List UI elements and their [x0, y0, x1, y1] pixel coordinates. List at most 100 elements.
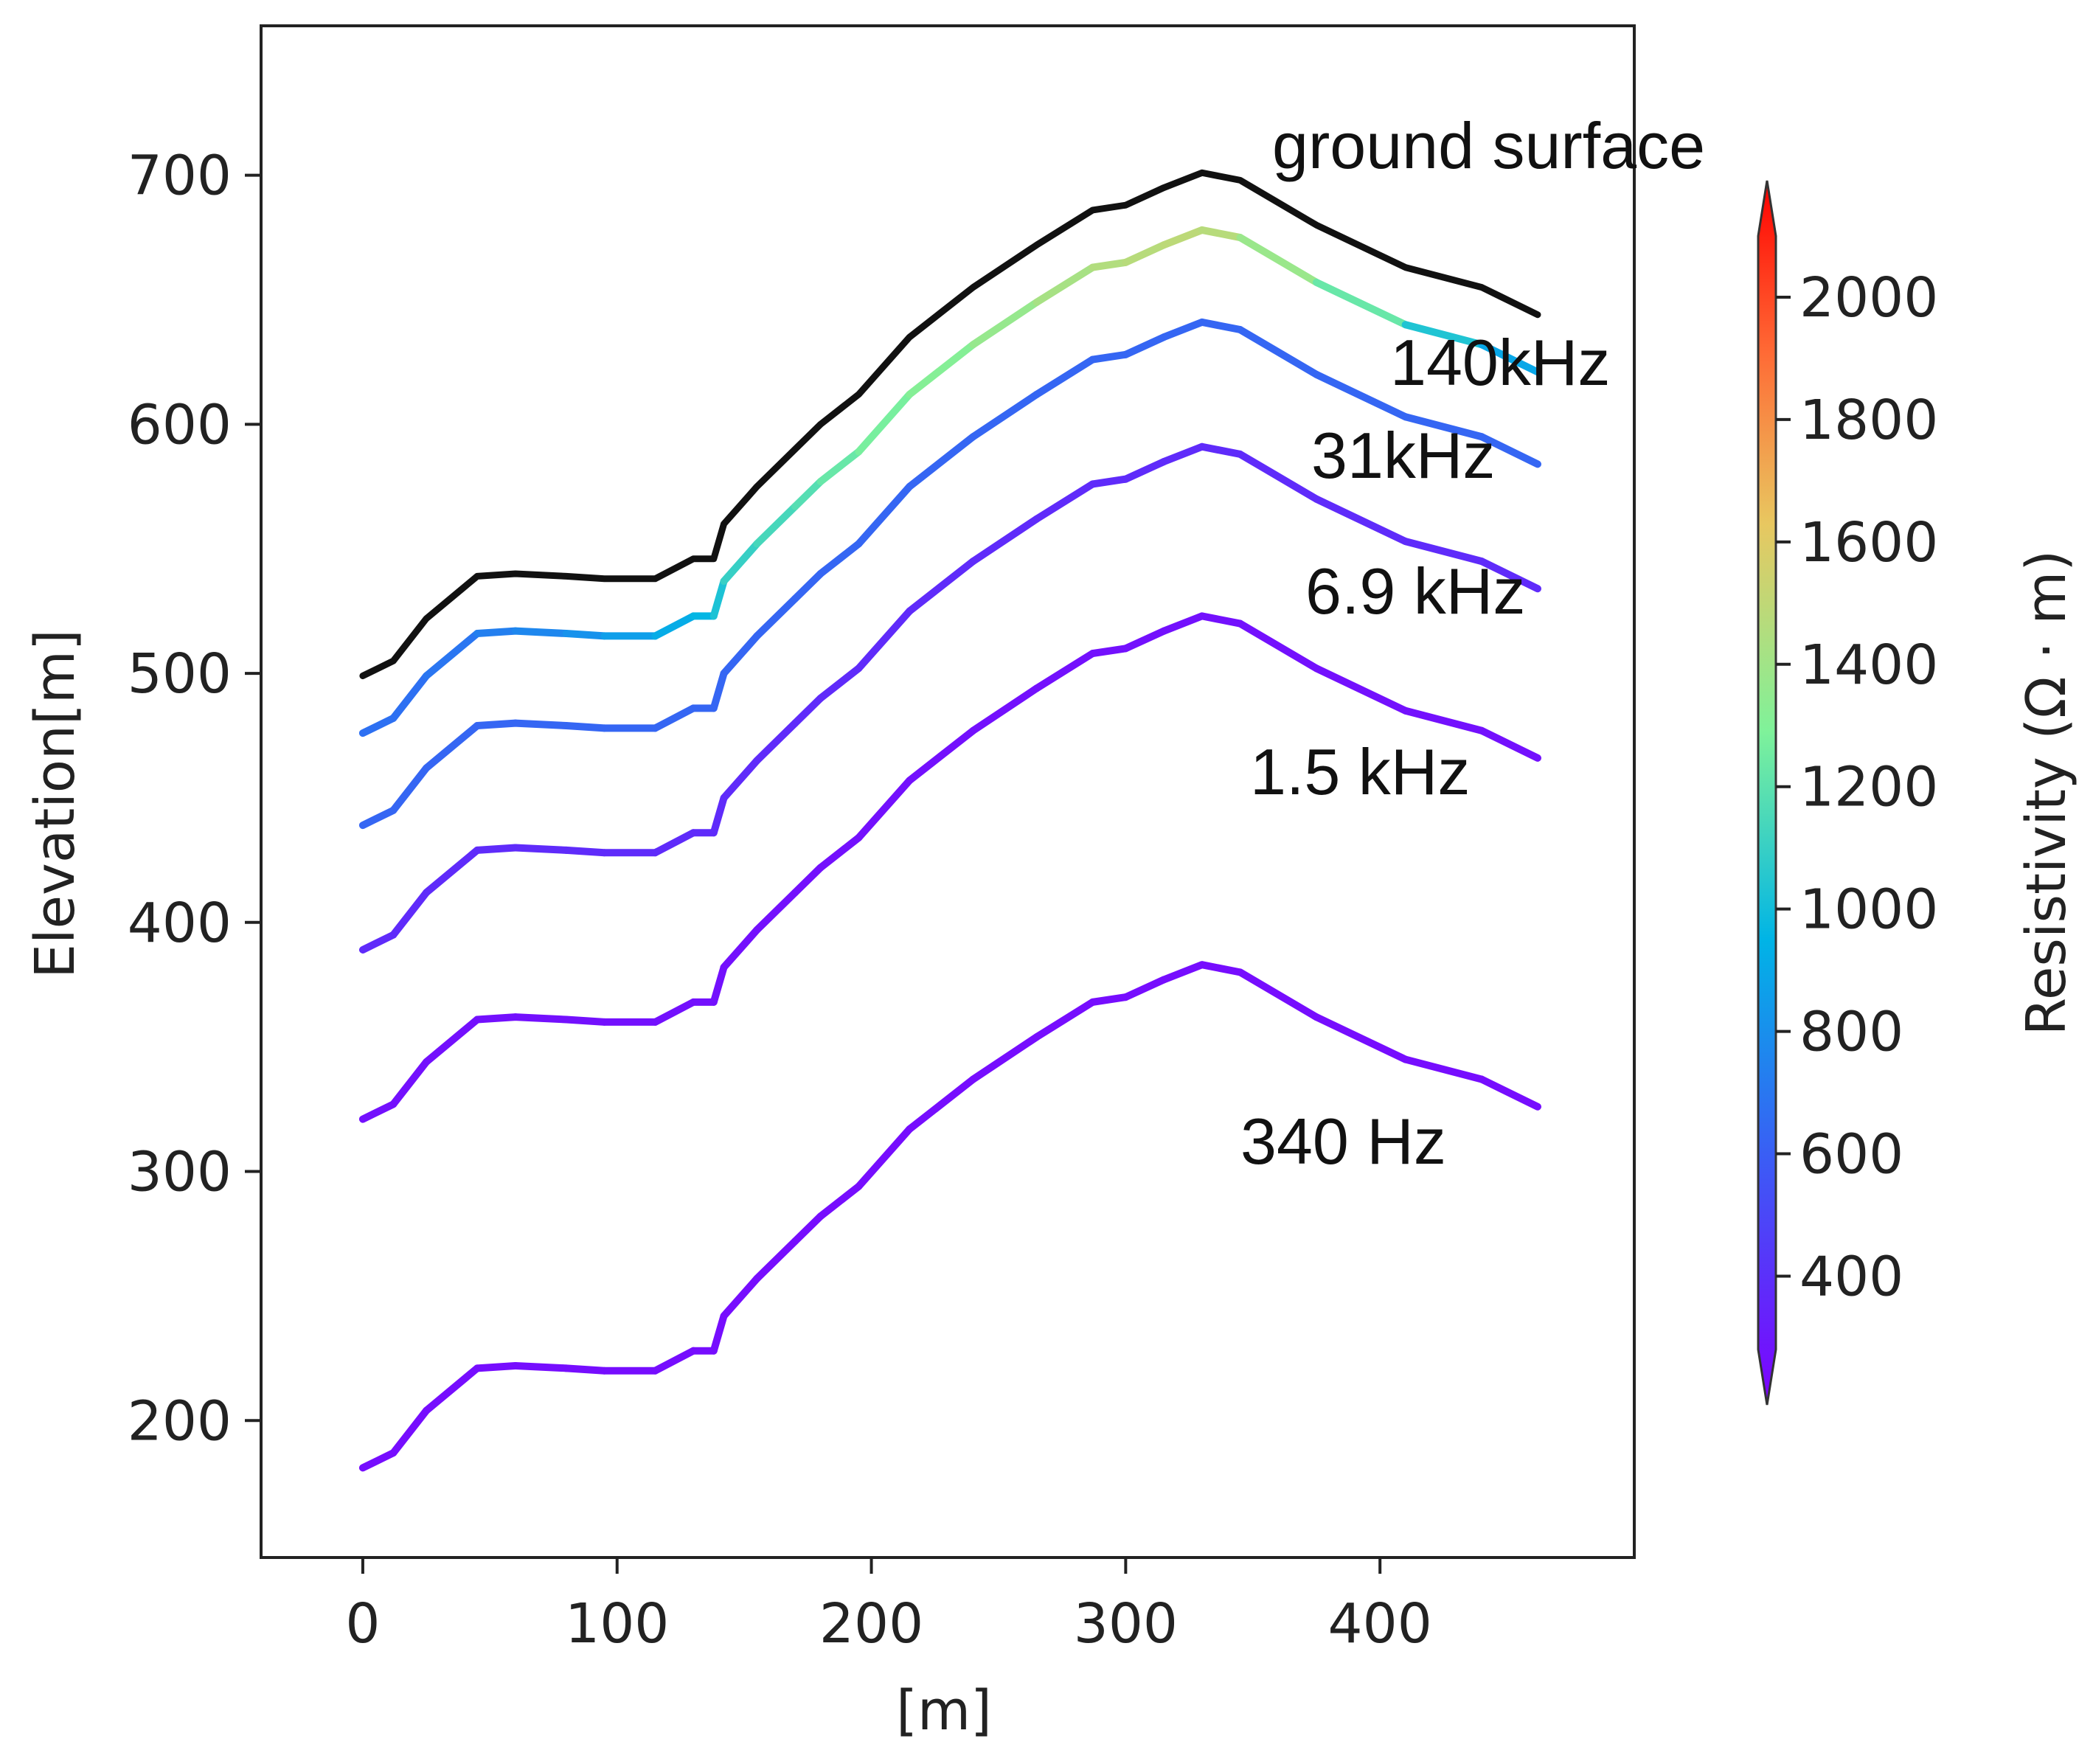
series-segment: [969, 515, 1041, 566]
series-segment: [562, 1364, 608, 1375]
series-segment: [1032, 355, 1097, 398]
series-segment: [1032, 650, 1097, 692]
series-segment: [791, 864, 825, 897]
series-segment: [969, 390, 1041, 441]
y-tick-label-700: 700: [128, 145, 232, 208]
label-ground-surface: ground surface: [1272, 109, 1705, 182]
series-segment: [709, 963, 728, 1006]
y-tick-label-500: 500: [128, 642, 232, 706]
series-1-5-khz: [358, 612, 1541, 1123]
series-segment: [1312, 1013, 1409, 1063]
series-segment: [562, 630, 608, 640]
series-segment: [1236, 619, 1320, 673]
series-segment: [651, 998, 698, 1026]
label-140khz: 140kHz: [1390, 326, 1610, 399]
series-segment: [855, 1125, 914, 1190]
series-segment: [855, 482, 914, 548]
series-segment: [1032, 480, 1097, 523]
plot-frame: [260, 24, 1636, 1559]
y-tick-label-400: 400: [128, 892, 232, 955]
series-segment: [969, 1033, 1041, 1083]
y-tick-label-600: 600: [128, 393, 232, 456]
series-segment: [720, 1274, 761, 1320]
series-segment: [1032, 998, 1097, 1041]
series-segment: [791, 694, 825, 727]
series-segment: [1160, 612, 1206, 635]
series-segment: [1401, 706, 1486, 735]
colorbar-ticks: 400 600 800 1000 1200 1400 1600 1800 2000: [1776, 266, 1938, 1308]
series-140khz: [358, 226, 1541, 737]
y-axis: 200 300 400 500 600 700: [128, 145, 261, 1453]
series-segment: [1160, 318, 1206, 341]
series-segment: [1198, 961, 1244, 976]
label-31khz: 31kHz: [1311, 419, 1495, 492]
series-segment: [358, 1100, 398, 1123]
series-segment: [473, 719, 519, 730]
series-segment: [1401, 413, 1486, 441]
series-segment: [1478, 341, 1541, 376]
series-segment: [969, 298, 1041, 349]
ground-surface-line: [359, 169, 1541, 679]
series-segment: [1478, 558, 1541, 593]
series-segment: [358, 714, 398, 737]
series-segment: [906, 1075, 977, 1133]
series-segment: [1122, 627, 1168, 653]
series-segment: [389, 1406, 431, 1457]
series-segment: [1122, 241, 1168, 266]
series-segment: [1236, 450, 1320, 503]
series-segment: [1312, 664, 1409, 715]
series-340-hz: [358, 961, 1541, 1472]
series-segment: [423, 630, 482, 680]
series-segment: [423, 1364, 482, 1414]
series-segment: [389, 672, 431, 722]
series-segment: [511, 1013, 570, 1024]
series-segment: [1089, 645, 1130, 658]
series-segment: [753, 502, 799, 548]
series-segment: [562, 1015, 608, 1026]
series-segment: [753, 1237, 799, 1282]
series-segment: [720, 757, 761, 802]
series-segment: [1160, 442, 1206, 466]
series-segment: [1236, 968, 1320, 1021]
series-segment: [906, 726, 977, 785]
series-segment: [1089, 258, 1130, 271]
series-segment: [855, 777, 914, 841]
series-segment: [791, 1212, 825, 1246]
series-segment: [1160, 226, 1206, 249]
colorbar-tick-label-1600: 1600: [1799, 511, 1938, 574]
series-segment: [969, 684, 1041, 735]
series-segment: [753, 594, 799, 640]
series-segment: [816, 833, 863, 872]
series-segment: [1198, 226, 1244, 242]
series-segment: [1236, 326, 1320, 378]
y-axis-title: Elevation[m]: [24, 629, 87, 979]
series-segment: [651, 704, 698, 732]
series-segment: [1478, 433, 1541, 468]
x-tick-label-100: 100: [565, 1592, 669, 1656]
series-segment: [389, 764, 431, 814]
series-segment: [358, 931, 398, 954]
x-axis: 0 100 200 300 400: [345, 1558, 1432, 1656]
series-segment: [511, 719, 570, 730]
series-segment: [473, 844, 519, 854]
series-segment: [709, 670, 728, 712]
colorbar-tick-label-1200: 1200: [1799, 756, 1938, 819]
series-segment: [720, 632, 761, 678]
y-tick-label-300: 300: [128, 1141, 232, 1204]
series-segment: [791, 569, 825, 603]
series-segment: [1089, 993, 1130, 1006]
series-segment: [1312, 278, 1409, 329]
series-segment: [1401, 1055, 1486, 1083]
series-segment: [1198, 318, 1244, 334]
series-segment: [511, 627, 570, 638]
x-tick-label-400: 400: [1328, 1592, 1432, 1656]
colorbar-tick-label-1000: 1000: [1799, 878, 1938, 942]
colorbar: 400 600 800 1000 1200 1400 1600 1800 2000 Resist…: [1757, 180, 2078, 1406]
series-segment: [389, 1058, 431, 1108]
y-tick-label-200: 200: [128, 1389, 232, 1453]
series-segment: [709, 1312, 728, 1355]
series-segment: [651, 612, 698, 640]
series-segment: [753, 889, 799, 934]
series-segment: [720, 540, 761, 586]
series-segment: [1160, 961, 1206, 984]
